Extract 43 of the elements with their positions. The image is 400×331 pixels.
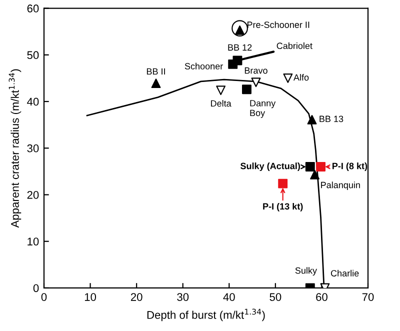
annotation: BB II [146,68,165,75]
annotation: Danny Boy [250,100,276,118]
annotation: Sulky [295,267,317,276]
x-tick-label: 20 [130,293,142,301]
annotation: Sulky (Actual) [240,162,300,171]
x-tick-label: 50 [270,293,282,301]
point [216,86,226,96]
y-tick-label: 0 [33,284,39,292]
annotation: Pre-Schooner II [247,21,310,28]
annotation: Delta [211,100,232,107]
x-tick-label: 40 [223,293,235,301]
annotation: Schooner [184,62,223,70]
annotation: P-I (13 kt) [263,202,303,212]
y-axis-title: Apparent crater radius (m/kt$^{1.34}$) [8,69,22,228]
point [151,78,161,88]
annotation: Palanquin [321,182,360,190]
x-tick-label: 60 [316,293,328,301]
annotation: P-I (8 kt) [332,162,368,171]
point [310,170,320,180]
annotation: Cabriolet [276,42,312,50]
x-tick-label: 10 [84,293,96,301]
annotation: Alfo [294,74,309,81]
y-tick-label: 60 [27,4,39,12]
annotation: BB 13 [320,116,344,122]
x-tick-label: 70 [362,293,374,301]
point [251,78,261,88]
point [283,73,293,83]
x-axis-title: Depth of burst (m/kt$^{1.34}$) [147,308,265,322]
y-tick-label: 30 [27,144,39,152]
y-tick-label: 50 [27,51,39,60]
y-tick-label: 40 [27,98,39,106]
point [278,178,288,188]
annotation: BB 12 [228,44,252,51]
x-tick-label: 30 [177,293,189,301]
point [307,114,317,124]
y-tick-label: 20 [27,191,39,199]
point [242,84,252,94]
x-tick-label: 0 [41,293,47,301]
annotation: Bravo [244,67,268,74]
y-tick-label: 10 [28,238,39,246]
annotation: Charlie [330,270,359,277]
point [316,162,326,172]
point [305,162,315,172]
